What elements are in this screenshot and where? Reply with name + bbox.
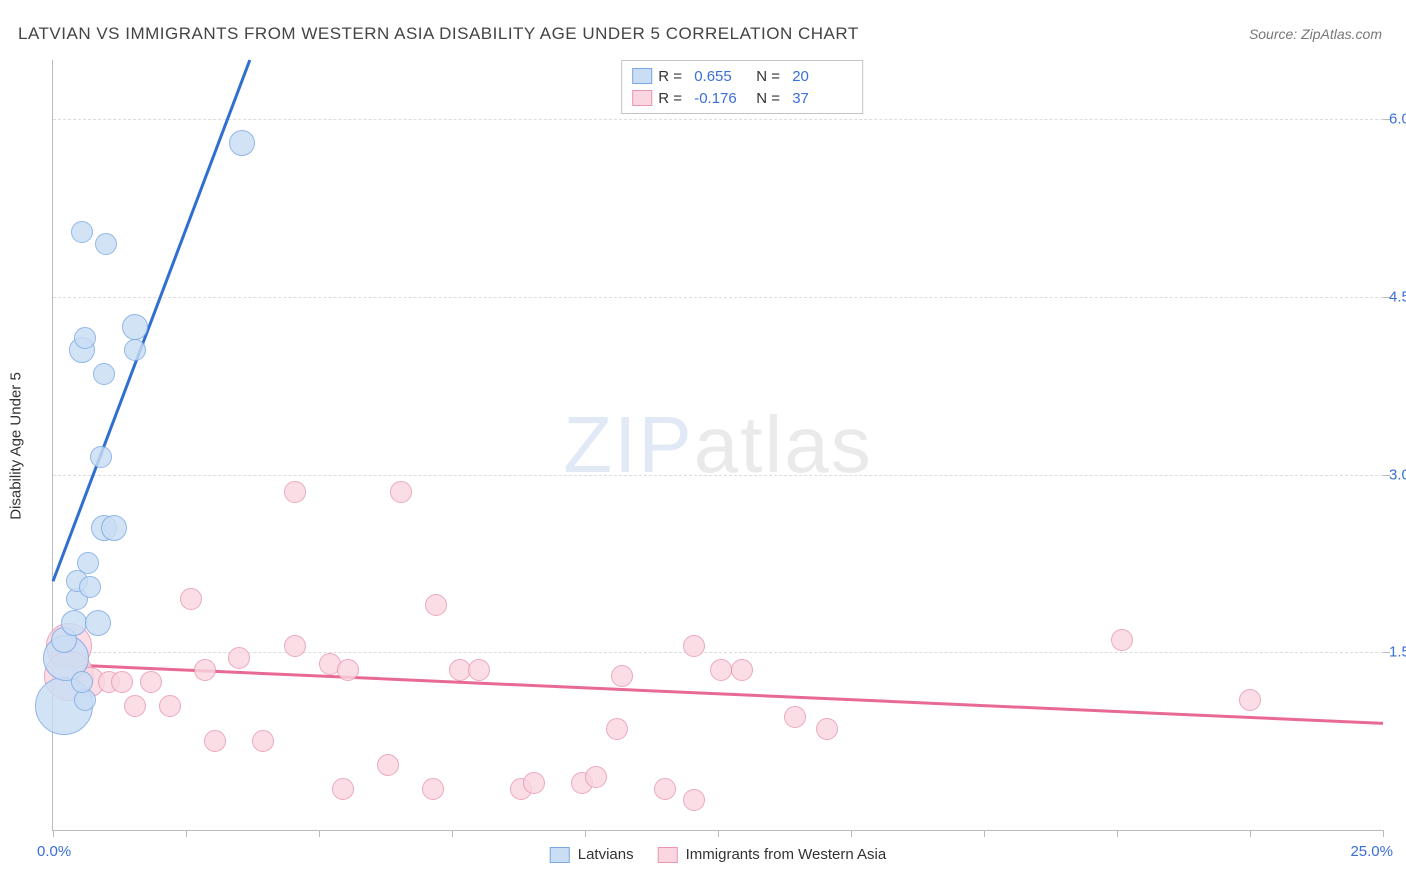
data-point-immigrants <box>377 754 399 776</box>
data-point-latvians <box>71 671 93 693</box>
legend-item-immigrants: Immigrants from Western Asia <box>658 846 887 863</box>
x-tick-mark <box>585 830 586 837</box>
r-value-latvians: 0.655 <box>694 68 750 85</box>
data-point-immigrants <box>124 695 146 717</box>
data-point-latvians <box>61 610 87 636</box>
data-point-latvians <box>77 552 99 574</box>
x-tick-mark <box>319 830 320 837</box>
r-value-immigrants: -0.176 <box>694 90 750 107</box>
r-label: R = <box>658 68 688 85</box>
x-tick-mark <box>1383 830 1384 837</box>
data-point-immigrants <box>606 718 628 740</box>
data-point-immigrants <box>284 481 306 503</box>
data-point-immigrants <box>1111 629 1133 651</box>
data-point-immigrants <box>523 772 545 794</box>
data-point-immigrants <box>180 588 202 610</box>
data-point-latvians <box>122 314 148 340</box>
y-tick-label: 6.0% <box>1389 111 1406 128</box>
data-point-immigrants <box>204 730 226 752</box>
data-point-immigrants <box>731 659 753 681</box>
data-point-immigrants <box>228 647 250 669</box>
data-point-latvians <box>124 339 146 361</box>
x-tick-mark <box>984 830 985 837</box>
y-tick-label: 4.5% <box>1389 288 1406 305</box>
data-point-immigrants <box>683 635 705 657</box>
plot-area: ZIPatlas R = 0.655 N = 20 R = -0.176 N =… <box>52 60 1383 831</box>
swatch-blue <box>550 847 570 863</box>
legend-row-latvians: R = 0.655 N = 20 <box>632 65 848 87</box>
data-point-immigrants <box>194 659 216 681</box>
n-value-latvians: 20 <box>792 68 848 85</box>
x-tick-mark <box>1250 830 1251 837</box>
data-point-immigrants <box>683 789 705 811</box>
legend-correlation: R = 0.655 N = 20 R = -0.176 N = 37 <box>621 60 863 114</box>
legend-series: Latvians Immigrants from Western Asia <box>550 846 887 863</box>
data-point-immigrants <box>585 766 607 788</box>
data-point-immigrants <box>468 659 490 681</box>
data-point-immigrants <box>710 659 732 681</box>
x-tick-mark <box>53 830 54 837</box>
data-point-immigrants <box>654 778 676 800</box>
y-tick-label: 1.5% <box>1389 644 1406 661</box>
legend-row-immigrants: R = -0.176 N = 37 <box>632 87 848 109</box>
trend-line-latvians <box>53 60 250 581</box>
x-axis-min-label: 0.0% <box>37 843 71 860</box>
data-point-immigrants <box>425 594 447 616</box>
data-point-latvians <box>79 576 101 598</box>
data-point-latvians <box>93 363 115 385</box>
n-value-immigrants: 37 <box>792 90 848 107</box>
data-point-latvians <box>71 221 93 243</box>
data-point-latvians <box>229 130 255 156</box>
x-tick-mark <box>1117 830 1118 837</box>
data-point-immigrants <box>784 706 806 728</box>
data-point-latvians <box>95 233 117 255</box>
data-point-latvians <box>74 327 96 349</box>
data-point-latvians <box>85 610 111 636</box>
data-point-immigrants <box>252 730 274 752</box>
x-axis-max-label: 25.0% <box>1350 843 1393 860</box>
data-point-immigrants <box>1239 689 1261 711</box>
data-point-latvians <box>101 515 127 541</box>
data-point-immigrants <box>422 778 444 800</box>
data-point-immigrants <box>284 635 306 657</box>
n-label: N = <box>756 68 786 85</box>
data-point-immigrants <box>337 659 359 681</box>
data-point-immigrants <box>332 778 354 800</box>
n-label: N = <box>756 90 786 107</box>
x-tick-mark <box>186 830 187 837</box>
y-tick-label: 3.0% <box>1389 466 1406 483</box>
trend-lines-svg <box>53 60 1383 830</box>
data-point-immigrants <box>159 695 181 717</box>
swatch-pink <box>658 847 678 863</box>
data-point-immigrants <box>111 671 133 693</box>
legend-label-latvians: Latvians <box>578 846 634 863</box>
data-point-immigrants <box>816 718 838 740</box>
swatch-pink <box>632 90 652 106</box>
x-tick-mark <box>452 830 453 837</box>
data-point-immigrants <box>390 481 412 503</box>
data-point-latvians <box>90 446 112 468</box>
swatch-blue <box>632 68 652 84</box>
data-point-immigrants <box>140 671 162 693</box>
x-tick-mark <box>718 830 719 837</box>
legend-label-immigrants: Immigrants from Western Asia <box>686 846 887 863</box>
legend-item-latvians: Latvians <box>550 846 634 863</box>
r-label: R = <box>658 90 688 107</box>
data-point-immigrants <box>611 665 633 687</box>
y-axis-title: Disability Age Under 5 <box>8 372 25 520</box>
x-tick-mark <box>851 830 852 837</box>
source-label: Source: ZipAtlas.com <box>1249 26 1382 42</box>
chart-title: LATVIAN VS IMMIGRANTS FROM WESTERN ASIA … <box>18 24 859 44</box>
